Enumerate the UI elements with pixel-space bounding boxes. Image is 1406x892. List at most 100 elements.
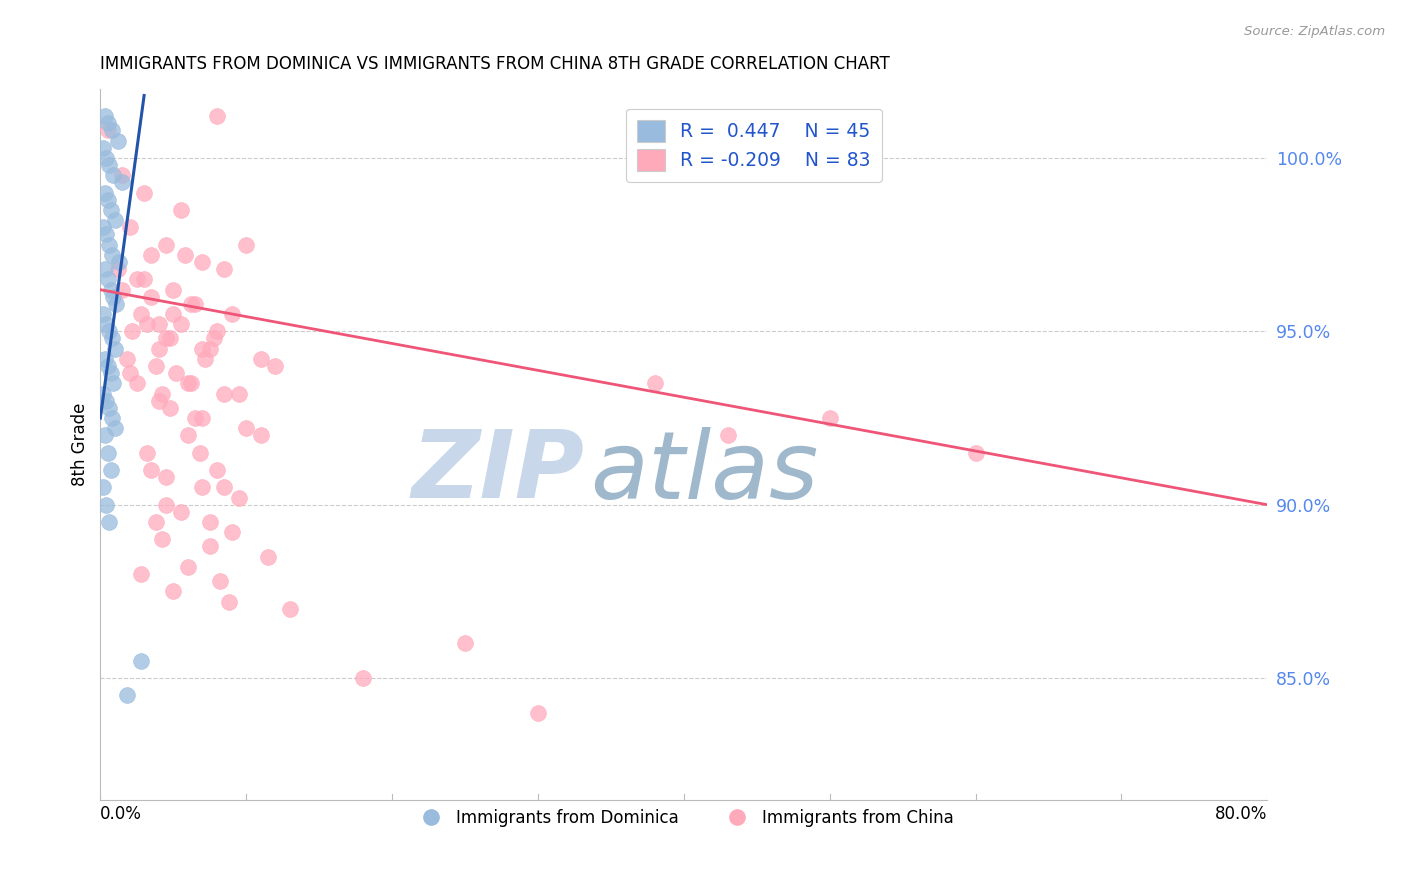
Point <box>527 706 550 720</box>
Point <box>91 386 114 401</box>
Point <box>100 283 122 297</box>
Point <box>150 533 173 547</box>
Point <box>98 158 121 172</box>
Point <box>97 446 120 460</box>
Text: atlas: atlas <box>591 427 818 518</box>
Point <box>96 227 118 242</box>
Point <box>177 560 200 574</box>
Point <box>159 401 181 415</box>
Point <box>228 386 250 401</box>
Point <box>103 376 125 391</box>
Point <box>214 261 236 276</box>
Point <box>716 428 738 442</box>
Text: 0.0%: 0.0% <box>100 805 142 822</box>
Point <box>108 255 131 269</box>
Point <box>125 376 148 391</box>
Point <box>221 307 243 321</box>
Point <box>162 283 184 297</box>
Point <box>180 296 202 310</box>
Point <box>214 386 236 401</box>
Point <box>155 237 177 252</box>
Point <box>145 515 167 529</box>
Point <box>191 480 214 494</box>
Point <box>169 318 191 332</box>
Point <box>129 654 152 668</box>
Point <box>97 272 120 286</box>
Point <box>162 307 184 321</box>
Point <box>101 411 124 425</box>
Point <box>103 290 125 304</box>
Point <box>121 324 143 338</box>
Point <box>129 567 152 582</box>
Point <box>249 428 271 442</box>
Point <box>221 525 243 540</box>
Point <box>118 220 141 235</box>
Point <box>96 151 118 165</box>
Point <box>264 359 287 373</box>
Point <box>148 318 170 332</box>
Point <box>198 540 221 554</box>
Point <box>115 352 138 367</box>
Point <box>91 307 114 321</box>
Point <box>188 446 211 460</box>
Point <box>93 428 115 442</box>
Point <box>454 636 477 650</box>
Point <box>644 376 666 391</box>
Text: ZIP: ZIP <box>412 426 585 518</box>
Point <box>97 123 120 137</box>
Point <box>191 255 214 269</box>
Point <box>136 446 159 460</box>
Point <box>96 498 118 512</box>
Point <box>100 202 122 217</box>
Point <box>214 480 236 494</box>
Point <box>205 109 228 123</box>
Point <box>93 352 115 367</box>
Point <box>101 123 124 137</box>
Point <box>105 296 128 310</box>
Point <box>141 463 163 477</box>
Point <box>98 401 121 415</box>
Point <box>97 116 120 130</box>
Point <box>155 331 177 345</box>
Point <box>93 186 115 200</box>
Point <box>111 169 134 183</box>
Point <box>98 324 121 338</box>
Point <box>96 393 118 408</box>
Point <box>97 359 120 373</box>
Point <box>100 366 122 380</box>
Point <box>91 140 114 154</box>
Point <box>184 411 207 425</box>
Point <box>194 352 217 367</box>
Point <box>180 376 202 391</box>
Point <box>818 411 841 425</box>
Point <box>191 411 214 425</box>
Point <box>155 470 177 484</box>
Point <box>249 352 271 367</box>
Point <box>150 386 173 401</box>
Point <box>93 261 115 276</box>
Point <box>91 480 114 494</box>
Point <box>148 393 170 408</box>
Point <box>101 331 124 345</box>
Point <box>174 248 197 262</box>
Point <box>132 186 155 200</box>
Text: IMMIGRANTS FROM DOMINICA VS IMMIGRANTS FROM CHINA 8TH GRADE CORRELATION CHART: IMMIGRANTS FROM DOMINICA VS IMMIGRANTS F… <box>100 55 890 73</box>
Point <box>169 202 191 217</box>
Point <box>198 342 221 356</box>
Point <box>98 237 121 252</box>
Point <box>111 283 134 297</box>
Point <box>125 272 148 286</box>
Point <box>965 446 987 460</box>
Point <box>165 366 187 380</box>
Point <box>169 505 191 519</box>
Y-axis label: 8th Grade: 8th Grade <box>72 402 89 486</box>
Point <box>107 134 129 148</box>
Point <box>141 290 163 304</box>
Point <box>141 248 163 262</box>
Point <box>104 342 127 356</box>
Point <box>257 549 280 564</box>
Point <box>235 421 257 435</box>
Point <box>104 421 127 435</box>
Point <box>104 213 127 227</box>
Point <box>115 689 138 703</box>
